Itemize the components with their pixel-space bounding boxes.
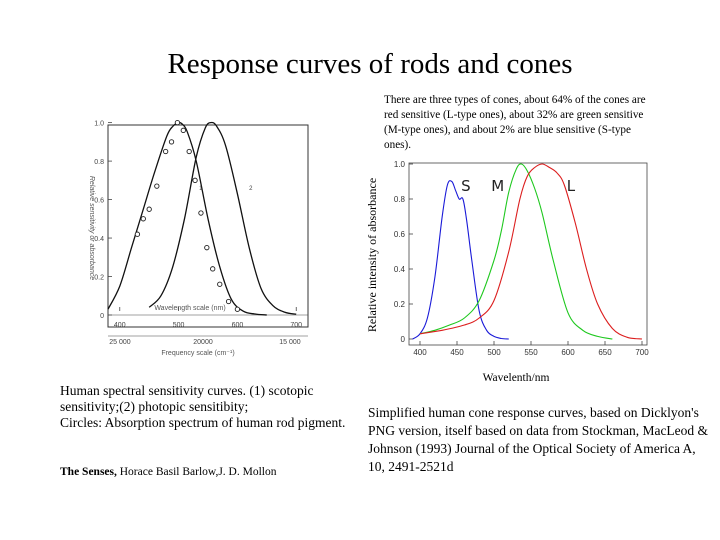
left-caption-text: Human spectral sensitivity curves. (1) s… [60,383,346,430]
rod-pigment-point [217,281,223,287]
left-x-tick-label: 700 [290,322,302,329]
left-marks: 0 0.2 0.4 0.6 0.8 1.0 400 500 600 700 1 2 [94,119,308,329]
left-x-tick-label: 500 [173,322,185,329]
rod-pigment-point [146,206,152,212]
right-x-tick-label: 500 [487,348,501,357]
left-y-tick-label: 0.4 [94,236,104,243]
legend-label-M: M [491,177,504,195]
left-figure-caption: Human spectral sensitivity curves. (1) s… [60,383,352,431]
rod-pigment-point [168,139,175,145]
left-x-axis-label: Wavelength scale (nm) [154,305,225,312]
right-y-tick-label: 0.8 [394,195,406,204]
cone-response-chart: 0 0.2 0.4 0.6 0.8 1.0 400 450 500 550 600 650 700 S M L… [365,160,649,384]
rod-pigment-point [162,148,169,155]
right-x-tick-label: 400 [413,348,427,357]
rod-pigment-point [234,306,241,312]
right-x-tick-label: 550 [524,348,538,357]
cones-note: There are three types of cones, about 64… [384,94,646,151]
left-x2-tick-label: 15 000 [279,339,301,346]
left-x2-tick-label: 25 000 [109,339,131,346]
source-authors: Horace Basil Barlow,J. D. Mollon [116,466,277,478]
left-y-axis-label: Relative sensitivity or absorbance [88,176,95,280]
right-x-axis-label: Wavelenth/nm [483,372,550,384]
right-y-tick-label: 0.4 [394,265,406,274]
rod-pigment-point [154,183,160,189]
rod-pigment-point [225,298,232,305]
photopic-curve [148,121,297,315]
left-y-tick-label: 0.6 [94,198,104,205]
source-book-title: The Senses, [60,466,117,478]
right-x-tick-label: 450 [450,348,464,357]
slide-title: Response curves of rods and cones [167,48,573,80]
rod-pigment-point [174,119,181,126]
left-x2-tick-label: 20000 [193,339,213,346]
left-x2-axis-label: Frequency scale (cm⁻¹) [161,350,234,357]
cone-curve-M [419,163,613,340]
scotopic-curve [107,121,267,316]
right-y-axis-label: Relative intensity of absorbance [365,178,379,332]
left-y-tick-label: 0 [100,313,104,320]
rod-pigment-point [192,177,198,183]
rod-pigment-point [180,127,186,133]
rod-pigment-point [210,266,216,272]
left-y-tick-label: 1.0 [94,121,104,128]
right-x-tick-label: 700 [635,348,649,357]
rod-pigment-point [134,231,141,237]
curve-label-1: 1 [199,186,203,192]
left-plot-frame [107,124,309,328]
legend-label-S: S [461,177,471,195]
left-y-tick-label: 0.8 [94,159,104,166]
right-figure-caption: Simplified human cone response curves, b… [368,405,709,474]
right-marks: 0 0.2 0.4 0.6 0.8 1.0 400 450 500 550 600 650 700 S M L [394,160,649,357]
rod-pigment-point [198,210,204,216]
right-y-tick-label: 0.6 [394,230,406,239]
cone-curve-L [419,163,643,340]
right-x-tick-label: 600 [561,348,575,357]
left-figure-source: The Senses, Horace Basil Barlow,J. D. Mo… [60,466,350,478]
rod-cone-sensitivity-chart: 0 0.2 0.4 0.6 0.8 1.0 400 500 600 700 1 2 Relative … [88,119,309,357]
right-x-tick-label: 650 [598,348,612,357]
left-x-tick-label: 400 [114,322,126,329]
curve-label-2: 2 [249,186,253,192]
rod-pigment-point [204,245,210,251]
rod-pigment-point [186,148,192,155]
right-y-tick-label: 1.0 [394,160,406,169]
right-y-tick-label: 0.2 [394,300,406,309]
right-y-tick-label: 0 [401,335,406,344]
legend-label-L: L [567,177,576,195]
right-plot-frame [408,162,648,346]
rod-pigment-point [140,216,146,222]
left-x-tick-label: 600 [232,322,244,329]
cone-curve-S [412,180,509,340]
left-y-tick-label: 0.2 [94,275,104,282]
